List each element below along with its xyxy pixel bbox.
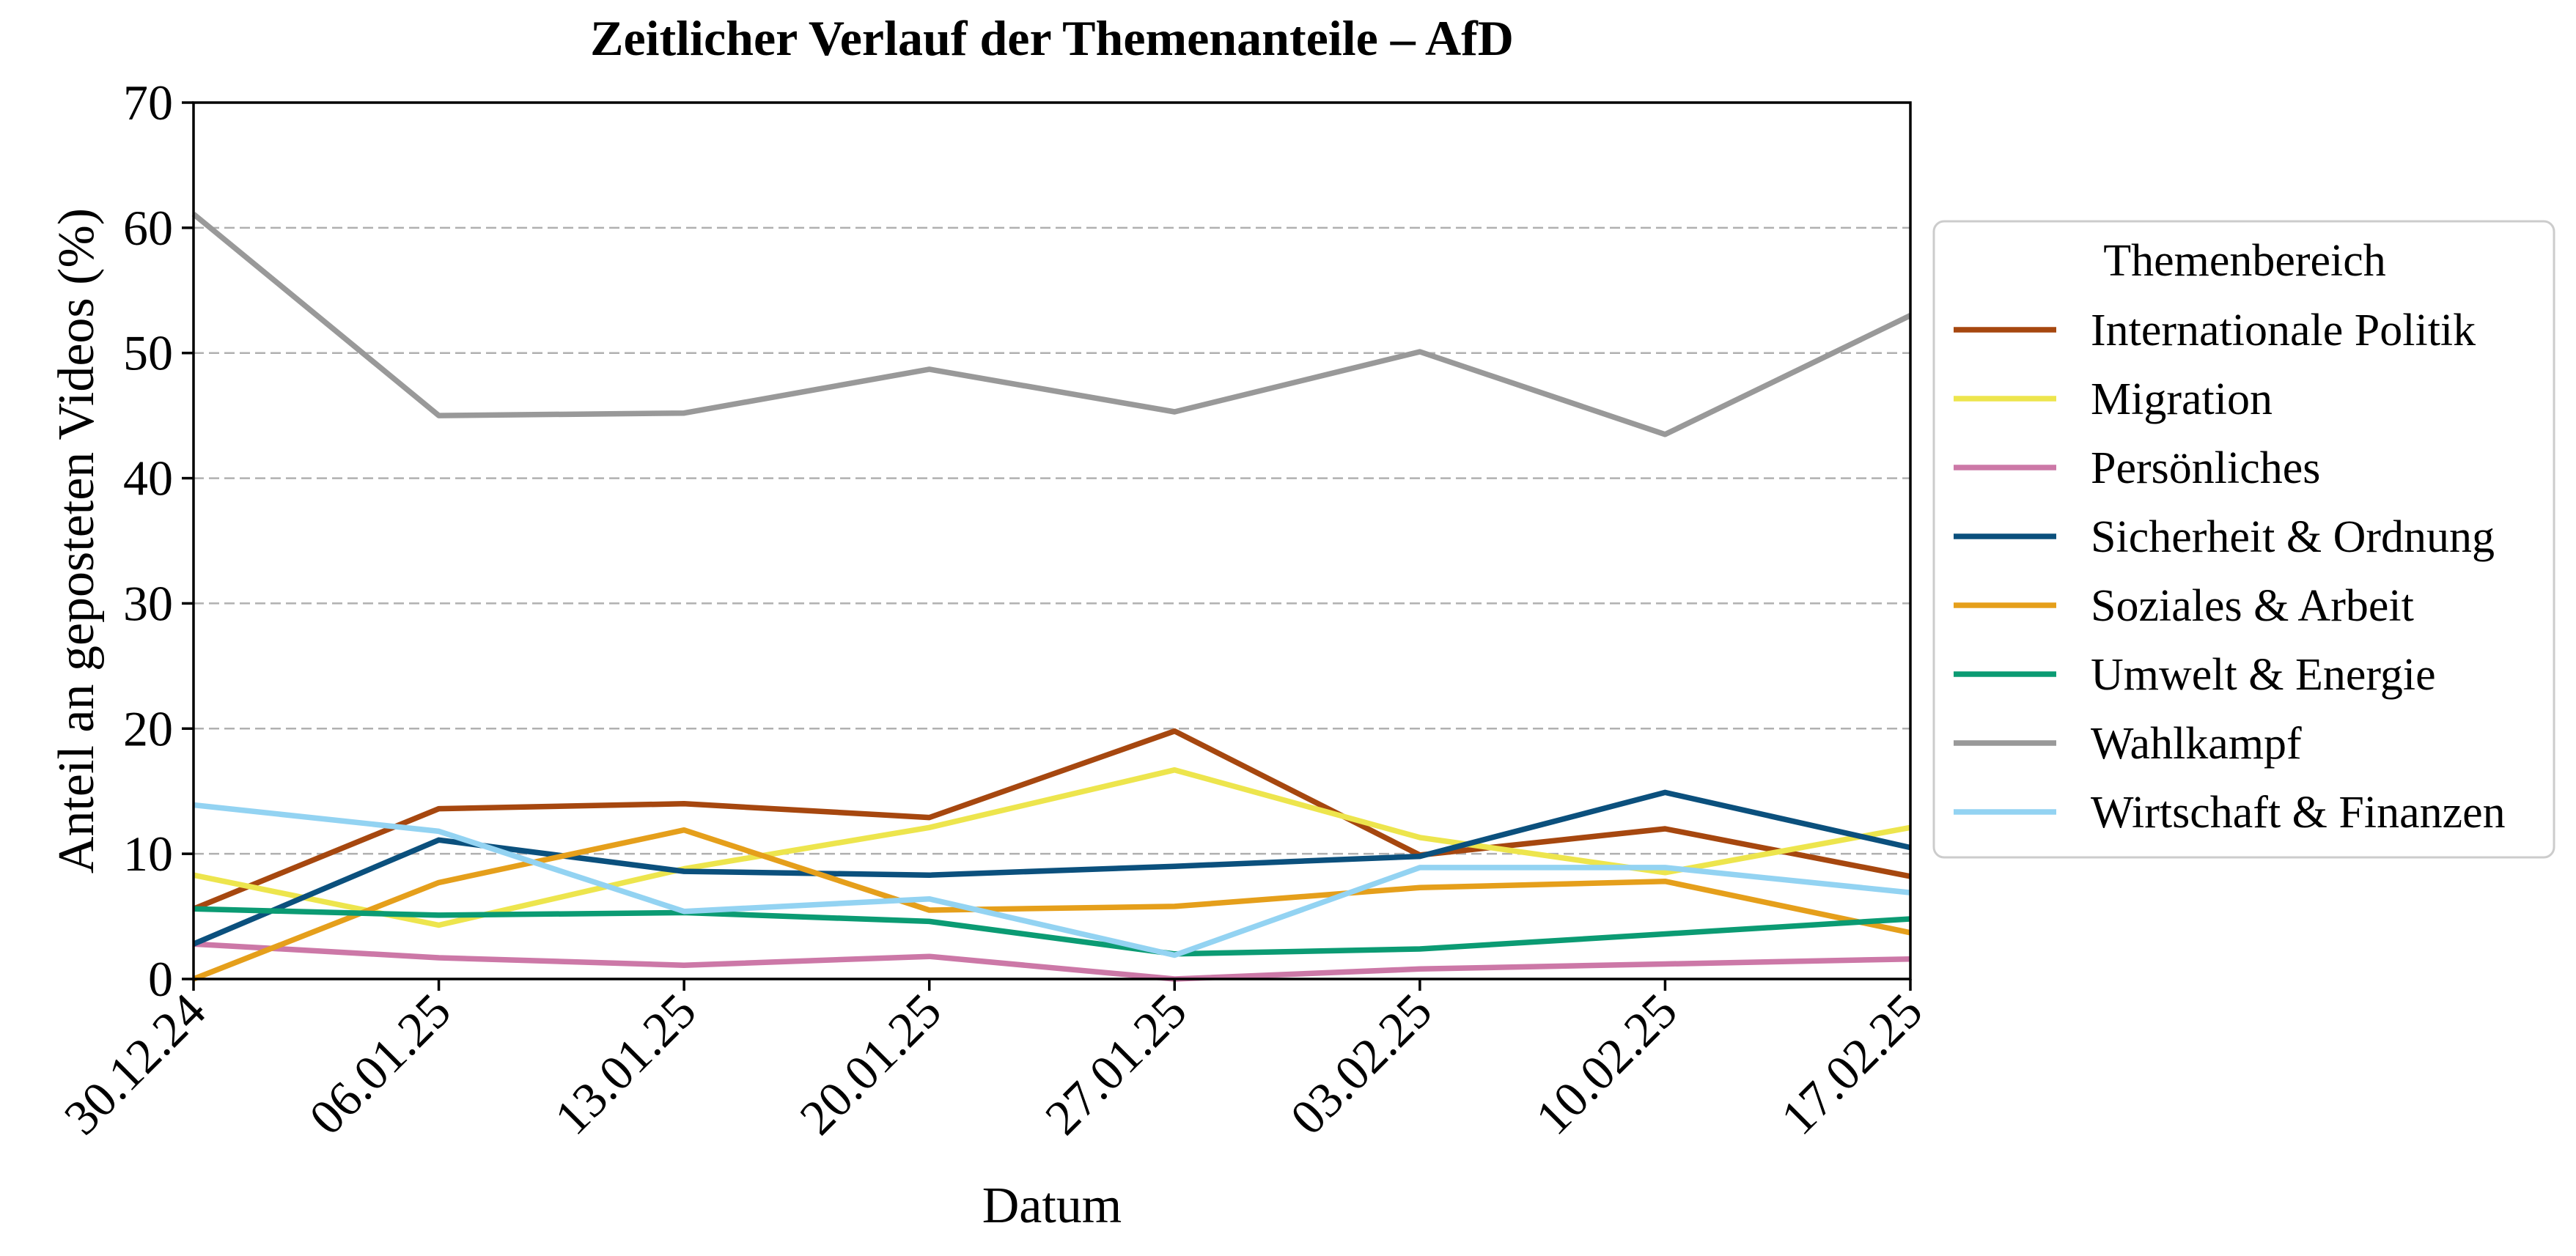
legend-label: Wirtschaft & Finanzen	[2091, 788, 2506, 838]
series-line-internationale-politik	[192, 728, 1911, 912]
gridlines	[194, 226, 1910, 855]
y-tick-label: 40	[123, 451, 173, 506]
legend-frame	[1932, 220, 2555, 859]
y-tick-label: 20	[123, 701, 173, 756]
legend-label: Internationale Politik	[2091, 306, 2476, 355]
y-axis-ticks: 0 10 20 30 40 50 60 70	[123, 75, 194, 1007]
series-line-wahlkampf	[191, 212, 1912, 437]
legend-label: Soziales & Arbeit	[2091, 581, 2414, 631]
series-line-persoenliches	[193, 941, 1911, 982]
y-tick-label: 30	[123, 575, 173, 631]
legend-title: Themenbereich	[2103, 236, 2386, 286]
legend-label: Umwelt & Energie	[2091, 650, 2436, 700]
legend-item-migration: Migration	[1954, 374, 2273, 424]
x-tick-label: 13.01.25	[544, 983, 707, 1145]
chart-title: Zeitlicher Verlauf der Themenanteile – A…	[590, 10, 1514, 66]
series-line-soziales-und-arbeit	[192, 827, 1911, 982]
series-lines	[191, 212, 1912, 982]
legend-items: Internationale Politik Migration Persönlic…	[1954, 306, 2506, 838]
legend-label: Migration	[2091, 374, 2273, 424]
x-tick-label: 06.01.25	[298, 983, 461, 1145]
x-tick-label: 30.12.24	[54, 983, 216, 1145]
legend-item-wahlkampf: Wahlkampf	[1954, 719, 2302, 769]
x-tick-label: 20.01.25	[789, 983, 952, 1145]
legend-item-wirtschaft-und-finanzen: Wirtschaft & Finanzen	[1954, 788, 2506, 838]
x-axis-ticks: 30.12.24 06.01.25 13.01.25 20.01.25 27.01.25…	[54, 979, 1933, 1145]
legend-label: Wahlkampf	[2091, 719, 2302, 769]
legend-item-sicherheit-und-ordnung: Sicherheit & Ordnung	[1954, 512, 2495, 562]
legend-item-persoenliches: Persönliches	[1954, 443, 2320, 493]
legend-label: Persönliches	[2091, 443, 2320, 493]
legend: Themenbereich Internationale Politik Migr…	[1932, 220, 2555, 859]
x-tick-label: 17.02.25	[1770, 983, 1933, 1145]
series-line-umwelt-und-energie	[193, 906, 1911, 957]
x-tick-label: 03.02.25	[1279, 983, 1442, 1145]
x-tick-label: 27.01.25	[1034, 983, 1197, 1145]
y-axis-label: Anteil an geposteten Videos (%)	[48, 208, 105, 873]
x-tick-label: 10.02.25	[1525, 983, 1688, 1145]
legend-item-umwelt-und-energie: Umwelt & Energie	[1954, 650, 2436, 700]
legend-item-soziales-und-arbeit: Soziales & Arbeit	[1954, 581, 2414, 631]
legend-item-internationale-politik: Internationale Politik	[1954, 306, 2476, 355]
plot-area-frame	[192, 101, 1912, 980]
series-line-wirtschaft-und-finanzen	[193, 802, 1911, 958]
y-tick-label: 70	[123, 75, 173, 130]
y-tick-label: 0	[148, 951, 173, 1007]
y-tick-label: 50	[123, 325, 173, 381]
x-axis-label: Datum	[982, 1178, 1122, 1234]
legend-label: Sicherheit & Ordnung	[2091, 512, 2495, 562]
y-tick-label: 60	[123, 200, 173, 256]
y-tick-label: 10	[123, 826, 173, 882]
